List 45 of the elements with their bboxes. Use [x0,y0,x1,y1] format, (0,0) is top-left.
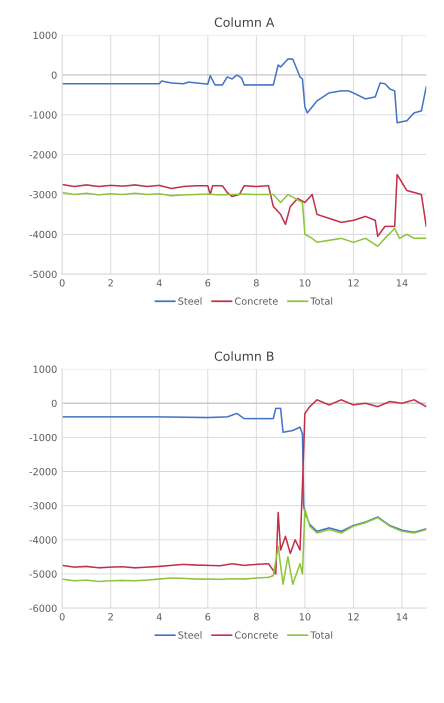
x-tick-label: 6 [205,279,210,287]
line-series [62,508,426,585]
y-tick-label: 0 [52,71,57,79]
legend-label: Concrete [235,297,278,305]
x-tick-label: 12 [348,613,359,620]
x-tick-label: 4 [156,613,162,620]
x-tick-label: 4 [156,279,162,286]
legend-label: Steel [178,631,202,639]
legend-label: Total [310,631,332,639]
x-tick-label: 2 [108,279,113,286]
y-tick-label: -5000 [30,570,57,578]
x-tick-label: 8 [254,279,259,287]
line-series [62,408,426,534]
x-tick-label: 8 [254,613,259,620]
legend-label: Steel [178,297,202,305]
y-tick-label: -4000 [30,230,57,238]
line-series [62,399,426,575]
y-tick-label: 1000 [34,32,57,39]
line-series [62,174,426,238]
x-tick-label: 0 [60,613,65,620]
y-tick-label: -3000 [30,502,57,510]
y-tick-label: -1000 [30,111,57,119]
x-tick-label: 12 [348,279,359,286]
legend-label: Concrete [235,631,278,639]
y-tick-label: -6000 [30,604,57,612]
chart-title: Column B [214,351,274,361]
y-tick-label: -3000 [30,190,57,198]
x-tick-label: 10 [300,279,310,287]
y-tick-label: 1000 [34,366,57,373]
x-tick-label: 14 [396,279,408,286]
line-series [62,192,426,248]
y-tick-label: -4000 [30,536,57,544]
y-tick-label: -1000 [30,434,57,442]
y-tick-label: -5000 [30,270,57,278]
x-tick-label: 2 [108,613,113,620]
x-tick-label: 10 [300,613,310,620]
chart-title: Column A [214,17,274,27]
x-tick-label: 0 [60,279,65,287]
legend-label: Total [310,297,332,305]
y-tick-label: 0 [52,400,57,408]
x-tick-label: 14 [396,613,408,620]
line-series [62,58,426,124]
y-tick-label: -2000 [30,468,57,476]
y-tick-label: -2000 [30,151,57,158]
x-tick-label: 6 [205,613,210,620]
